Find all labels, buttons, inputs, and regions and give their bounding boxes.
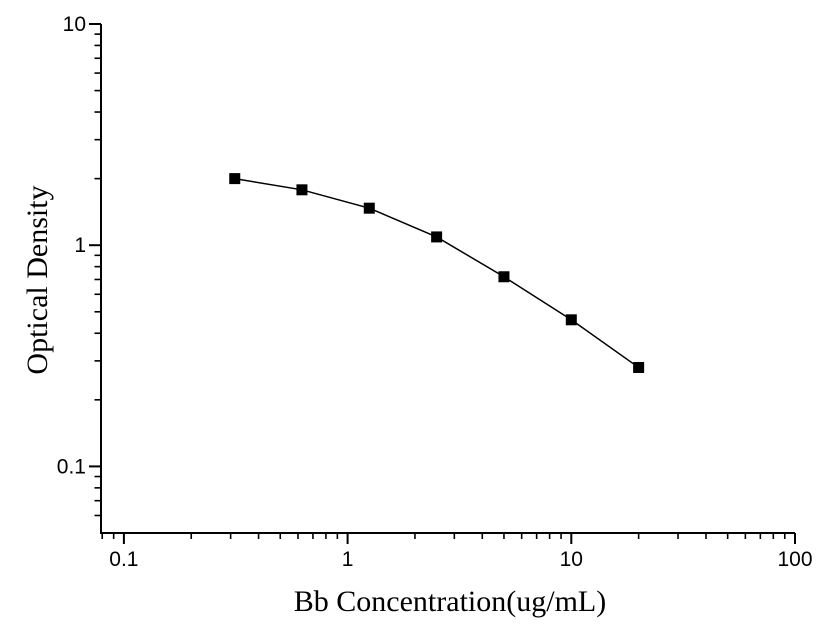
- data-point-marker: [633, 361, 645, 373]
- data-point-marker: [363, 202, 375, 214]
- series-line: [234, 177, 640, 369]
- data-point-marker: [296, 184, 308, 196]
- x-tick-label: 1: [342, 548, 354, 571]
- y-tick-label: 0.1: [57, 455, 86, 478]
- axes: 0.1 1 10 100 0.1 1 10: [57, 13, 813, 571]
- x-tick-label: 100: [777, 548, 812, 571]
- x-tick-label: 10: [560, 548, 583, 571]
- data-series: [229, 173, 645, 373]
- y-tick-label: 1: [74, 234, 86, 257]
- data-point-marker: [229, 173, 241, 185]
- data-point-marker: [565, 314, 577, 326]
- y-tick-label: 10: [63, 13, 86, 36]
- data-point-marker: [498, 271, 510, 283]
- x-tick-label: 0.1: [109, 548, 138, 571]
- data-point-marker: [431, 231, 443, 243]
- x-axis-title: Bb Concentration(ug/mL): [294, 585, 606, 618]
- axis-spines: [100, 24, 795, 534]
- y-axis-title: Optical Density: [21, 185, 54, 374]
